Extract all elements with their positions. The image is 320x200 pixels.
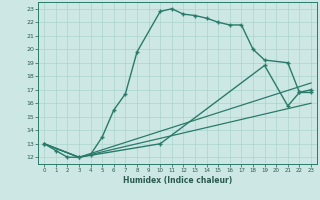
X-axis label: Humidex (Indice chaleur): Humidex (Indice chaleur) (123, 176, 232, 185)
